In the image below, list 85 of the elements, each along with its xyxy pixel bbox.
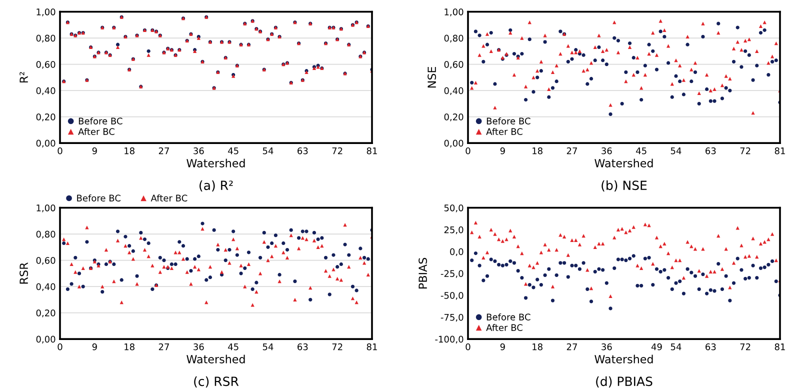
x-tick-label: 45: [636, 148, 646, 154]
x-tick-label: 72: [740, 147, 750, 154]
x-tick-label: 36: [194, 343, 204, 350]
x-tick-label: 0: [58, 343, 62, 350]
x-tick-label: 0: [58, 147, 62, 154]
x-tick-label: 72: [332, 147, 342, 154]
y-tick-label: -100,0: [435, 336, 464, 344]
y-tick-label: 0,00: [444, 140, 464, 148]
x-tick-label: 54: [262, 344, 274, 350]
x-tick-label: 49: [651, 343, 662, 350]
x-tick-label: 81: [774, 343, 785, 350]
x-tick-label: 72: [332, 343, 342, 350]
text: (d) PBIAS: [596, 376, 652, 388]
x-tick-label: 54: [670, 148, 682, 154]
x-tick-label: 63: [706, 343, 716, 350]
x-tick-label: 9: [92, 147, 97, 154]
y-axis-title: R²: [20, 72, 28, 82]
legend-label: After BC: [78, 128, 114, 136]
y-tick-label: -50,0: [440, 292, 464, 300]
y-tick-label: -25,0: [440, 270, 464, 278]
y-tick-label: 0,20: [444, 114, 464, 122]
text: (b) NSE: [602, 180, 647, 192]
y-tick-label: -75,0: [440, 314, 464, 322]
x-tick-label: 81: [366, 147, 377, 154]
y-tick-label: 0,20: [36, 310, 56, 318]
x-tick-label: 36: [602, 343, 612, 350]
y-tick-label: 1,00: [36, 8, 56, 16]
y-tick-label: 0,80: [36, 34, 56, 43]
y-tick-label: 0,40: [36, 283, 56, 292]
x-tick-label: 18: [124, 147, 134, 154]
y-tick-label: 25,0: [444, 226, 464, 234]
y-tick-label: 0,60: [36, 61, 56, 69]
x-tick-label: 45: [228, 148, 238, 154]
x-tick-label: 9: [500, 147, 505, 154]
x-tick-label: 63: [298, 147, 308, 154]
y-axis-title: PBIAS: [418, 258, 428, 288]
x-axis-title: Watershed: [594, 354, 653, 364]
y-tick-label: 0,60: [36, 257, 56, 265]
x-axis-title: Watershed: [186, 354, 245, 364]
y-tick-label: 0,20: [36, 114, 56, 122]
x-tick-label: 63: [706, 147, 716, 154]
y-tick-label: 0,80: [444, 34, 464, 43]
x-tick-label: 72: [740, 343, 750, 350]
y-tick-label: 1,00: [444, 8, 464, 16]
x-tick-label: 45: [228, 344, 238, 350]
y-tick-label: 0,40: [444, 87, 464, 96]
y-tick-label: 1,00: [36, 204, 56, 212]
legend-label: Before BC: [486, 117, 530, 124]
x-tick-label: 9: [500, 343, 505, 350]
x-tick-label: 9: [92, 343, 97, 350]
y-tick-label: 0,00: [36, 140, 56, 148]
y-axis-title: RSR: [20, 262, 28, 284]
y-axis-title: NSE: [428, 66, 436, 88]
y-tick-label: 0,60: [444, 61, 464, 69]
legend-label: After BC: [150, 194, 188, 202]
x-tick-label: 27: [158, 147, 169, 154]
x-tick-label: 81: [366, 343, 377, 350]
x-axis-title: Watershed: [594, 158, 653, 168]
x-tick-label: 18: [532, 147, 542, 154]
y-tick-label: 0,0: [450, 248, 464, 256]
x-tick-label: 0: [466, 343, 470, 350]
x-tick-label: 36: [194, 147, 204, 154]
y-tick-label: 50,0: [444, 204, 464, 212]
legend-label: After BC: [486, 128, 522, 136]
x-tick-label: 27: [566, 343, 577, 350]
y-tick-label: 0,40: [36, 87, 56, 96]
x-tick-label: 36: [602, 147, 612, 154]
x-tick-label: 54: [262, 148, 274, 154]
x-tick-label: 18: [124, 343, 134, 350]
legend-label: Before BC: [486, 313, 530, 320]
text: (a) R²: [200, 180, 233, 192]
x-tick-label: 18: [532, 343, 542, 350]
legend-label: Before BC: [78, 117, 122, 124]
y-tick-label: 0,00: [36, 336, 56, 344]
x-axis-title: Watershed: [186, 158, 245, 168]
x-tick-label: 27: [158, 343, 169, 350]
text: (c) RSR: [194, 376, 239, 388]
legend-label: Before BC: [77, 194, 120, 202]
x-tick-label: 63: [298, 343, 308, 350]
y-tick-label: 0,80: [36, 230, 56, 239]
x-tick-label: 27: [566, 147, 577, 154]
x-tick-label: 81: [774, 147, 785, 154]
x-tick-label: 0: [466, 147, 470, 154]
legend-label: After BC: [486, 324, 522, 332]
x-tick-label: 54: [670, 344, 682, 350]
